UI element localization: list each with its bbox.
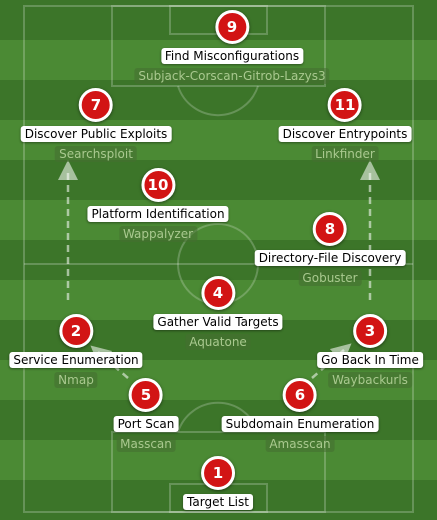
step-label: Subdomain Enumeration (221, 416, 379, 432)
step-label: Target List (183, 494, 253, 510)
tool-label: Masscan (116, 436, 176, 452)
step-number-badge: 7 (79, 88, 113, 122)
step-label: Directory-File Discovery (254, 250, 406, 266)
tool-label: Aquatone (185, 334, 251, 350)
step-1: 1 Target List (183, 456, 253, 510)
tool-label: Linkfinder (311, 146, 379, 162)
step-label: Port Scan (113, 416, 179, 432)
step-number-badge: 3 (352, 314, 387, 348)
step-4: 4 Gather Valid Targets Aquatone (153, 276, 283, 350)
step-9: 9 Find Misconfigurations Subjack-Corscan… (134, 10, 330, 84)
step-6: 6 Subdomain Enumeration Amasscan (221, 378, 379, 452)
step-7: 7 Discover Public Exploits Searchsploit (20, 88, 172, 162)
step-number-badge: 8 (312, 212, 347, 246)
step-number-badge: 6 (282, 378, 317, 412)
tool-label: Waybackurls (328, 372, 412, 388)
step-label: Gather Valid Targets (153, 314, 283, 330)
step-10: 10 Platform Identification Wappalyzer (87, 168, 229, 242)
step-number-badge: 4 (200, 276, 235, 310)
step-label: Discover Entrypoints (278, 126, 412, 142)
step-number-badge: 5 (129, 378, 163, 412)
arrow-5-to-2 (90, 345, 129, 379)
step-label: Service Enumeration (9, 352, 143, 368)
step-label: Find Misconfigurations (160, 48, 304, 64)
tool-label: Searchsploit (55, 146, 137, 162)
step-3: 3 Go Back In Time Waybackurls (317, 314, 423, 388)
tool-label: Subjack-Corscan-Gitrob-Lazys3 (134, 68, 330, 84)
tool-label: Nmap (54, 372, 98, 388)
step-5: 5 Port Scan Masscan (113, 378, 179, 452)
step-label: Platform Identification (87, 206, 229, 222)
step-number-badge: 1 (200, 456, 235, 490)
step-2: 2 Service Enumeration Nmap (9, 314, 143, 388)
flow-arrows (58, 160, 380, 379)
step-label: Go Back In Time (317, 352, 423, 368)
step-8: 8 Directory-File Discovery Gobuster (254, 212, 406, 286)
tool-label: Gobuster (298, 270, 362, 286)
step-11: 11 Discover Entrypoints Linkfinder (278, 88, 412, 162)
step-label: Discover Public Exploits (20, 126, 172, 142)
step-number-badge: 2 (59, 314, 93, 348)
tool-label: Amasscan (265, 436, 335, 452)
step-number-badge: 11 (328, 88, 362, 122)
step-number-badge: 10 (140, 168, 175, 202)
tool-label: Wappalyzer (118, 226, 198, 242)
step-number-badge: 9 (214, 10, 249, 44)
